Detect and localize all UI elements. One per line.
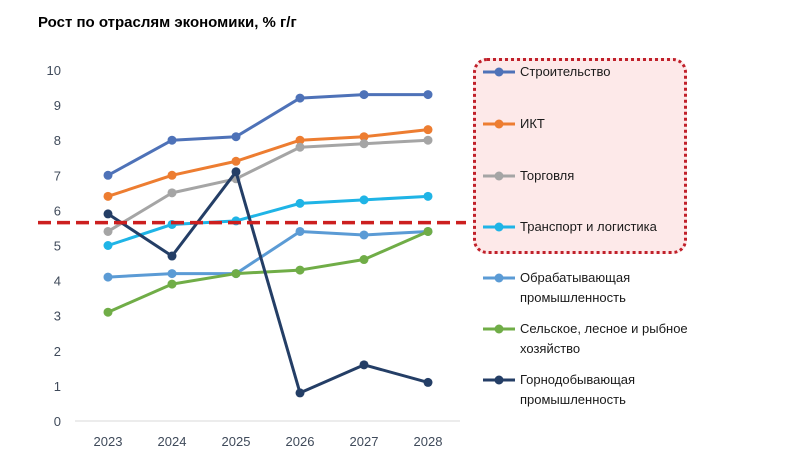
y-tick-label: 2 [54, 344, 61, 359]
data-point [103, 272, 113, 282]
y-tick-label: 0 [54, 414, 61, 429]
data-point [103, 191, 113, 201]
data-point [231, 269, 241, 279]
data-point [359, 255, 369, 265]
y-tick-label: 7 [54, 168, 61, 183]
data-point [423, 226, 433, 236]
legend-label: Горнодобывающая промышленность [520, 370, 720, 410]
x-tick-label: 2027 [350, 434, 379, 449]
data-point [423, 377, 433, 387]
data-point [103, 241, 113, 250]
data-point [359, 195, 369, 205]
data-point [359, 139, 369, 149]
data-point [295, 93, 305, 103]
legend-swatch [483, 222, 515, 232]
data-point [359, 360, 369, 370]
data-point [295, 142, 305, 152]
series-line-5 [107, 230, 429, 314]
series-line-3 [107, 194, 429, 247]
data-point [167, 279, 177, 289]
x-tick-label: 2023 [94, 434, 123, 449]
data-point [167, 269, 177, 279]
x-tick-label: 2026 [286, 434, 315, 449]
data-point [103, 307, 113, 317]
data-point [359, 230, 369, 240]
x-tick-label: 2028 [414, 434, 443, 449]
legend-label: Сельское, лесное и рыбное хозяйство [520, 319, 720, 359]
legend-label: Строительство [520, 64, 611, 79]
data-point [359, 132, 369, 142]
data-point [295, 198, 305, 208]
y-tick-label: 9 [54, 98, 61, 113]
legend-label-line: хозяйство [520, 341, 581, 356]
legend-highlight-box [473, 58, 687, 254]
data-point [295, 388, 305, 398]
data-point [295, 226, 305, 236]
legend-swatch [483, 119, 515, 129]
data-point [423, 135, 433, 145]
legend-swatch [483, 273, 515, 283]
data-point [167, 170, 177, 180]
data-point [231, 156, 241, 166]
series-line-2 [107, 138, 429, 233]
y-tick-label: 5 [54, 239, 61, 254]
chart-title: Рост по отраслям экономики, % г/г [38, 14, 297, 31]
y-tick-label: 8 [54, 133, 61, 148]
y-tick-label: 10 [47, 63, 61, 78]
x-tick-label: 2024 [158, 434, 187, 449]
legend-swatch [483, 375, 515, 385]
data-point [167, 251, 177, 261]
data-point [423, 125, 433, 135]
data-point [167, 135, 177, 145]
legend-label-line: промышленность [520, 392, 626, 407]
y-tick-label: 3 [54, 309, 61, 324]
series-line-4 [107, 229, 429, 279]
legend-label-line: промышленность [520, 290, 626, 305]
data-point [359, 90, 369, 100]
y-tick-label: 6 [54, 203, 61, 218]
legend-swatch [483, 324, 515, 334]
data-point [423, 90, 433, 100]
data-point [295, 265, 305, 275]
series-line-0 [107, 93, 428, 177]
series-line-6 [107, 170, 429, 395]
legend-label-line: Сельское, лесное и рыбное [520, 321, 688, 336]
legend-label: Транспорт и логистика [520, 219, 657, 234]
legend-label: Обрабатывающая промышленность [520, 268, 720, 308]
data-point [167, 188, 177, 198]
x-tick-label: 2025 [222, 434, 251, 449]
legend-label: ИКТ [520, 116, 545, 131]
data-point [103, 209, 113, 219]
data-point [295, 135, 305, 145]
data-point [231, 132, 241, 142]
data-point [231, 167, 241, 177]
legend-label: Торговля [520, 168, 575, 183]
y-tick-label: 4 [54, 274, 61, 289]
legend-swatch [483, 171, 515, 181]
data-point [103, 170, 113, 180]
legend-label-line: Обрабатывающая [520, 270, 631, 285]
y-tick-label: 1 [54, 379, 61, 394]
legend-swatch [483, 67, 515, 77]
data-point [423, 191, 433, 201]
series-line-1 [107, 128, 429, 198]
data-point [103, 226, 113, 236]
legend-label-line: Горнодобывающая [520, 372, 636, 387]
